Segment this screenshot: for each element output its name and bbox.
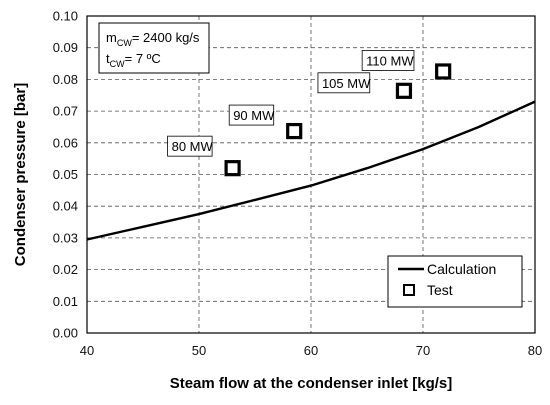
test-point-label-text-2: 105 MW [322, 76, 371, 91]
test-point-label-text-3: 110 MW [366, 53, 414, 68]
condition-annotation: mCW= 2400 kg/s tCW= 7 ºC [98, 22, 210, 74]
x-tick-label-50: 50 [192, 343, 206, 358]
x-tick-label-40: 40 [80, 343, 94, 358]
y-tick-label-10: 0.10 [53, 9, 78, 24]
y-tick-label-5: 0.05 [53, 167, 78, 182]
x-tick-label-60: 60 [304, 343, 318, 358]
test-point-label-0: 80 MW [167, 135, 214, 157]
x-axis-label: Steam flow at the condenser inlet [kg/s] [170, 375, 453, 392]
annotation-mass-flow-subscript: CW [117, 38, 132, 48]
x-axis-ticks: 40 50 60 70 80 [80, 343, 542, 358]
y-tick-label-1: 0.01 [53, 294, 78, 309]
legend-test-label: Test [427, 282, 453, 298]
annotation-mass-flow-value: = 2400 kg/s [132, 30, 200, 45]
y-tick-label-3: 0.03 [53, 230, 78, 245]
test-point-label-box-1 [228, 104, 275, 126]
test-point-label-box-3 [361, 50, 415, 71]
plot-frame [86, 15, 536, 334]
y-tick-label-9: 0.09 [53, 40, 78, 55]
legend: Calculation Test [387, 255, 523, 308]
y-tick-label-2: 0.02 [53, 262, 78, 277]
y-tick-label-4: 0.04 [53, 199, 78, 214]
x-tick-label-80: 80 [528, 343, 542, 358]
calculation-series-line [86, 100, 536, 241]
test-point-label-box-0 [167, 135, 213, 157]
annotation-box [98, 22, 210, 74]
annotation-temperature-value: = 7 ºC [125, 51, 161, 66]
test-point-3 [435, 63, 452, 80]
y-tick-label-0: 0.00 [53, 326, 78, 341]
test-point-label-text-1: 90 MW [233, 108, 275, 123]
annotation-temperature: tCW= 7 ºC [106, 51, 161, 69]
test-point-label-1: 90 MW [228, 104, 275, 126]
annotation-temperature-subscript: CW [110, 59, 125, 69]
annotation-mass-flow: mCW= 2400 kg/s [106, 30, 200, 48]
legend-calculation-label: Calculation [427, 261, 496, 277]
legend-test-swatch [403, 284, 415, 296]
annotation-temperature-symbol: t [106, 51, 110, 66]
y-axis-ticks: 0.00 0.01 0.02 0.03 0.04 0.05 0.06 0.07 0.08 0.09… [53, 9, 78, 341]
test-point-1 [286, 122, 303, 140]
y-tick-label-6: 0.06 [53, 135, 78, 150]
legend-box [387, 255, 523, 308]
annotation-mass-flow-symbol: m [106, 30, 117, 45]
test-point-label-text-0: 80 MW [172, 139, 214, 154]
y-axis-label: Condenser pressure [bar] [12, 83, 29, 266]
test-point-labels: 80 MW 90 MW 105 MW 110 MW [167, 50, 415, 157]
test-series-points [224, 63, 452, 177]
y-tick-label-7: 0.07 [53, 104, 78, 119]
test-point-2 [395, 82, 413, 99]
test-point-0 [224, 160, 241, 177]
x-tick-label-70: 70 [416, 343, 430, 358]
test-point-label-2: 105 MW [317, 72, 371, 94]
test-point-label-3: 110 MW [361, 50, 415, 71]
test-point-label-box-2 [317, 72, 371, 94]
y-tick-label-8: 0.08 [53, 72, 78, 87]
